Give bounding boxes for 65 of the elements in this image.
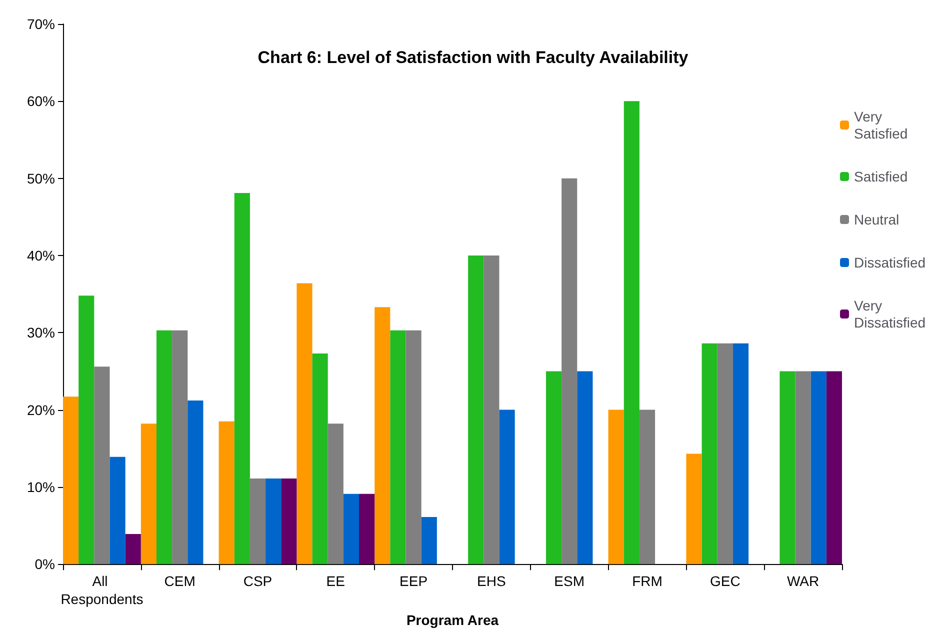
x-tick-label: ESM xyxy=(554,573,585,590)
bar xyxy=(359,494,375,564)
y-tick-label: 20% xyxy=(26,402,55,418)
bar xyxy=(94,366,110,564)
bar xyxy=(468,255,484,564)
bar xyxy=(577,371,593,564)
bar xyxy=(312,353,328,564)
bar xyxy=(281,478,297,564)
y-tick-label: 10% xyxy=(26,478,55,495)
y-tick-label: 50% xyxy=(26,170,55,186)
bar xyxy=(484,255,500,564)
bar xyxy=(266,478,282,564)
bar xyxy=(234,192,250,564)
bar xyxy=(499,410,515,564)
legend-label: Dissatisfied xyxy=(854,254,926,270)
x-tick-label: CEM xyxy=(164,573,196,590)
bar xyxy=(296,283,312,564)
bar xyxy=(110,456,126,564)
legend-label: Very Dissatisfied xyxy=(854,298,926,330)
bar xyxy=(686,454,702,564)
y-tick-label: 70% xyxy=(26,16,55,32)
bar xyxy=(250,478,266,564)
bar xyxy=(810,371,826,564)
x-tick-label: All Respondents xyxy=(60,573,144,608)
bar xyxy=(328,424,344,564)
x-tick-label: WAR xyxy=(786,573,820,590)
bar xyxy=(795,371,811,564)
x-tick-label: CSP xyxy=(243,573,272,590)
bar xyxy=(374,307,390,564)
x-tick-label: EHS xyxy=(477,573,506,590)
bar xyxy=(546,371,562,564)
bar xyxy=(140,424,156,564)
bar xyxy=(156,330,172,564)
x-tick-label: EE xyxy=(326,573,345,590)
bar xyxy=(732,343,749,564)
bar xyxy=(63,396,79,564)
x-tick-label: GEC xyxy=(710,573,740,590)
bar xyxy=(639,410,656,564)
y-tick-label: 30% xyxy=(26,324,55,341)
y-tick-label: 0% xyxy=(34,556,55,572)
x-tick-label: EEP xyxy=(400,573,428,590)
x-axis-title: Program Area xyxy=(406,612,499,628)
bar xyxy=(188,400,204,564)
bar xyxy=(343,494,360,564)
bar xyxy=(78,296,94,564)
bar xyxy=(608,410,624,564)
y-tick-label: 40% xyxy=(26,247,55,264)
bar xyxy=(702,343,718,564)
text: Chart 6: Level of Satisfaction with Faculty Availability xyxy=(258,48,689,67)
legend-label: Neutral xyxy=(854,212,900,228)
bar xyxy=(826,371,842,564)
bar xyxy=(125,534,141,564)
bar xyxy=(717,343,733,564)
legend-label: Very Satisfied xyxy=(854,108,908,142)
bar xyxy=(172,330,188,564)
bar xyxy=(390,330,406,564)
bar xyxy=(780,371,796,564)
y-tick-label: 60% xyxy=(26,93,55,110)
bar xyxy=(624,101,640,564)
bar xyxy=(562,178,578,564)
bar xyxy=(406,330,422,564)
bar xyxy=(218,421,234,564)
bar xyxy=(421,517,437,564)
legend-label: Satisfied xyxy=(854,168,908,184)
x-tick-label: FRM xyxy=(632,573,662,590)
